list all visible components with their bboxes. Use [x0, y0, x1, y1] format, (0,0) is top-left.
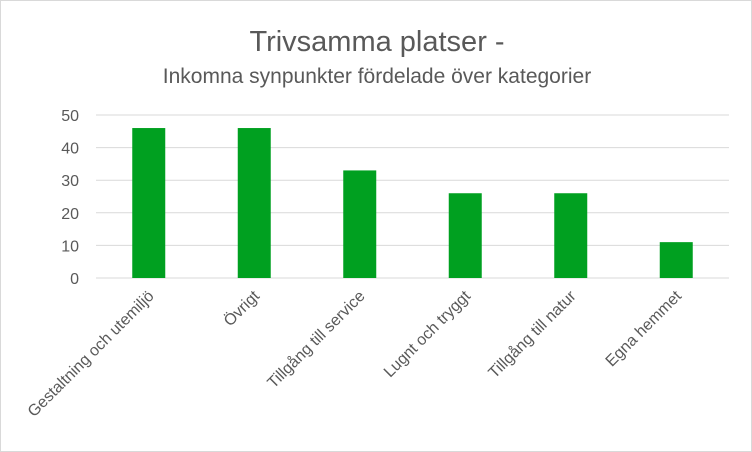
y-tick-label: 50 — [61, 108, 79, 125]
gridlines — [96, 114, 729, 279]
y-tick-label: 40 — [61, 141, 79, 158]
chart-title: Trivsamma platser - — [249, 26, 504, 58]
y-tick-label: 20 — [61, 206, 79, 223]
x-axis-labels: Gestaltning och utemiljö Övrigt Tillgång t… — [25, 287, 686, 421]
y-tick-label: 30 — [61, 173, 79, 190]
x-category-label: Lugnt och tryggt — [381, 287, 475, 381]
bars — [132, 128, 693, 278]
x-category-label: Tillgång till service — [264, 287, 369, 392]
y-tick-label: 10 — [61, 238, 79, 255]
x-category-label: Övrigt — [220, 287, 263, 330]
bar-3 — [448, 193, 482, 278]
y-tick-label: 0 — [70, 271, 79, 288]
chart-subtitle: Inkomna synpunkter fördelade över katego… — [163, 65, 591, 88]
x-category-label: Tillgång till natur — [485, 287, 580, 382]
bar-1 — [237, 128, 271, 278]
x-category-label: Gestaltning och utemiljö — [25, 288, 158, 421]
bar-0 — [132, 128, 166, 278]
bar-4 — [554, 193, 588, 278]
bar-2 — [343, 170, 377, 278]
y-axis-ticks: 0 10 20 30 40 50 — [61, 108, 79, 288]
bar-5 — [659, 242, 693, 278]
x-category-label: Egna hemmet — [603, 287, 686, 370]
